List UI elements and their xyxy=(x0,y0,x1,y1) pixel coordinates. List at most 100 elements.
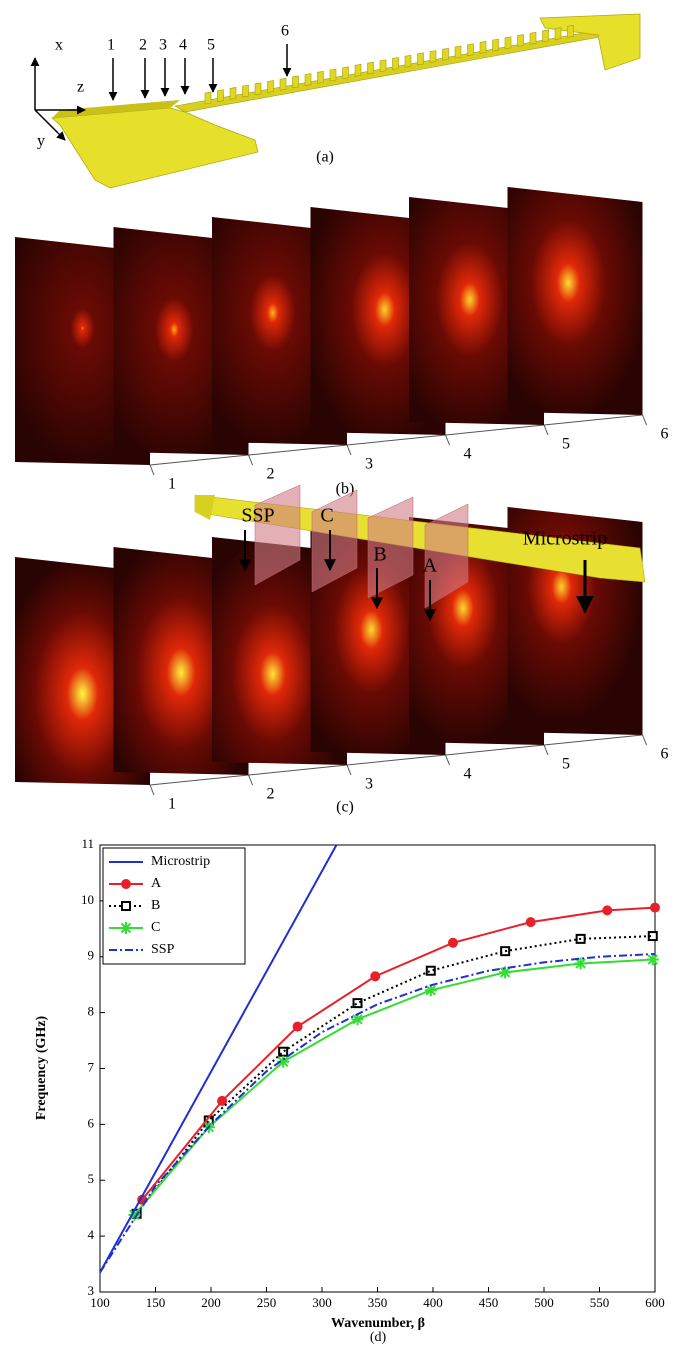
y-tick-label: 5 xyxy=(88,1171,95,1186)
x-tick-label: 550 xyxy=(590,1295,610,1310)
field-plane xyxy=(507,187,643,415)
y-tick-label: 7 xyxy=(88,1059,95,1074)
legend: Microstrip ABC SSP xyxy=(102,847,246,965)
floor-tick xyxy=(149,464,155,476)
plane-label: 1 xyxy=(168,796,176,813)
plane-label: 6 xyxy=(661,426,669,443)
stub xyxy=(217,89,224,103)
floor-line xyxy=(346,434,446,446)
annotation: B xyxy=(373,544,386,566)
stub xyxy=(254,82,262,96)
floor-tick xyxy=(445,434,450,446)
floor-tick xyxy=(346,764,352,776)
y-tick-label: 9 xyxy=(88,948,95,963)
legend-marker xyxy=(120,922,132,934)
x-tick-label: 500 xyxy=(534,1295,554,1310)
legend-label: Microstrip xyxy=(151,854,210,869)
stub xyxy=(417,52,424,66)
position-label: 5 xyxy=(207,37,215,54)
y-tick-label: 4 xyxy=(88,1227,95,1242)
plane-label: 3 xyxy=(365,776,373,793)
annotation: C xyxy=(320,505,333,527)
stub xyxy=(204,91,212,105)
series-line xyxy=(141,906,655,1201)
series-line xyxy=(100,952,655,1273)
floor-tick xyxy=(248,774,253,786)
plane-label: 2 xyxy=(267,786,275,803)
y-tick-label: 11 xyxy=(81,836,94,851)
axis-label: x xyxy=(55,37,63,54)
stub xyxy=(442,47,449,61)
floor-line xyxy=(149,774,249,786)
plane-label: 1 xyxy=(168,476,176,493)
floor-tick xyxy=(543,744,549,756)
x-tick-label: 300 xyxy=(312,1295,332,1310)
coordinate-axes xyxy=(30,57,86,141)
legend-label: A xyxy=(151,876,162,891)
inset-arrows xyxy=(239,530,594,622)
x-tick-label: 600 xyxy=(645,1295,665,1310)
stub xyxy=(267,80,274,93)
x-tick-label: 150 xyxy=(146,1295,166,1310)
floor-tick xyxy=(149,784,155,796)
stub xyxy=(567,24,574,38)
floor-line xyxy=(346,754,446,766)
stub xyxy=(542,29,549,43)
plane-label: 4 xyxy=(464,766,472,783)
floor-line xyxy=(543,734,643,746)
marker xyxy=(278,1046,289,1057)
floor-line xyxy=(248,444,348,456)
floor-tick xyxy=(642,414,647,426)
x-tick-label: 400 xyxy=(423,1295,443,1310)
stub xyxy=(404,54,412,68)
stub xyxy=(342,66,349,80)
plane-label: 2 xyxy=(267,466,275,483)
legend-marker xyxy=(121,901,131,911)
stub xyxy=(492,38,499,52)
stub xyxy=(304,73,312,86)
annotation: Microstrip xyxy=(523,528,607,550)
stub xyxy=(354,64,362,77)
floor-tick xyxy=(346,444,352,456)
plane-label: 5 xyxy=(562,756,570,773)
floor-line xyxy=(248,764,348,776)
stub xyxy=(504,36,512,50)
x-tick-label: 200 xyxy=(201,1295,221,1310)
y-tick-label: 10 xyxy=(81,892,94,907)
marker xyxy=(647,931,658,942)
position-label: 1 xyxy=(107,37,115,54)
stub xyxy=(279,77,287,91)
marker xyxy=(352,998,363,1009)
x-axis-label: Wavenumber, β xyxy=(331,1316,425,1331)
position-label: 6 xyxy=(281,23,289,40)
x-tick-label: 450 xyxy=(479,1295,499,1310)
legend-label: C xyxy=(151,920,160,935)
position-label: 2 xyxy=(139,37,147,54)
stub xyxy=(467,43,474,57)
axis-label: y xyxy=(37,133,45,150)
y-axis-label: Frequency (GHz) xyxy=(34,1016,49,1121)
stub xyxy=(367,61,374,75)
stub xyxy=(479,41,487,54)
stub xyxy=(317,70,324,84)
legend-marker xyxy=(121,879,131,889)
x-tick-label: 100 xyxy=(90,1295,110,1310)
series-line xyxy=(100,845,338,1273)
stub xyxy=(229,87,237,100)
floor-line xyxy=(445,744,545,756)
floor-line xyxy=(445,424,545,436)
plot: 100 150 200 250 300 350 400 450 500 550 600 3 4 5 6 7 8 9… xyxy=(81,836,665,1310)
floor-tick xyxy=(642,734,647,746)
model-3d xyxy=(51,13,641,189)
legend-label: B xyxy=(151,898,160,913)
stub xyxy=(554,27,562,40)
series-lines xyxy=(100,845,655,1273)
y-tick-label: 8 xyxy=(88,1004,95,1019)
stub xyxy=(329,68,337,82)
position-label: 4 xyxy=(179,37,187,54)
axis-label: z xyxy=(77,79,84,96)
annotation: A xyxy=(423,555,438,577)
stub xyxy=(529,31,537,45)
stub xyxy=(379,59,387,73)
